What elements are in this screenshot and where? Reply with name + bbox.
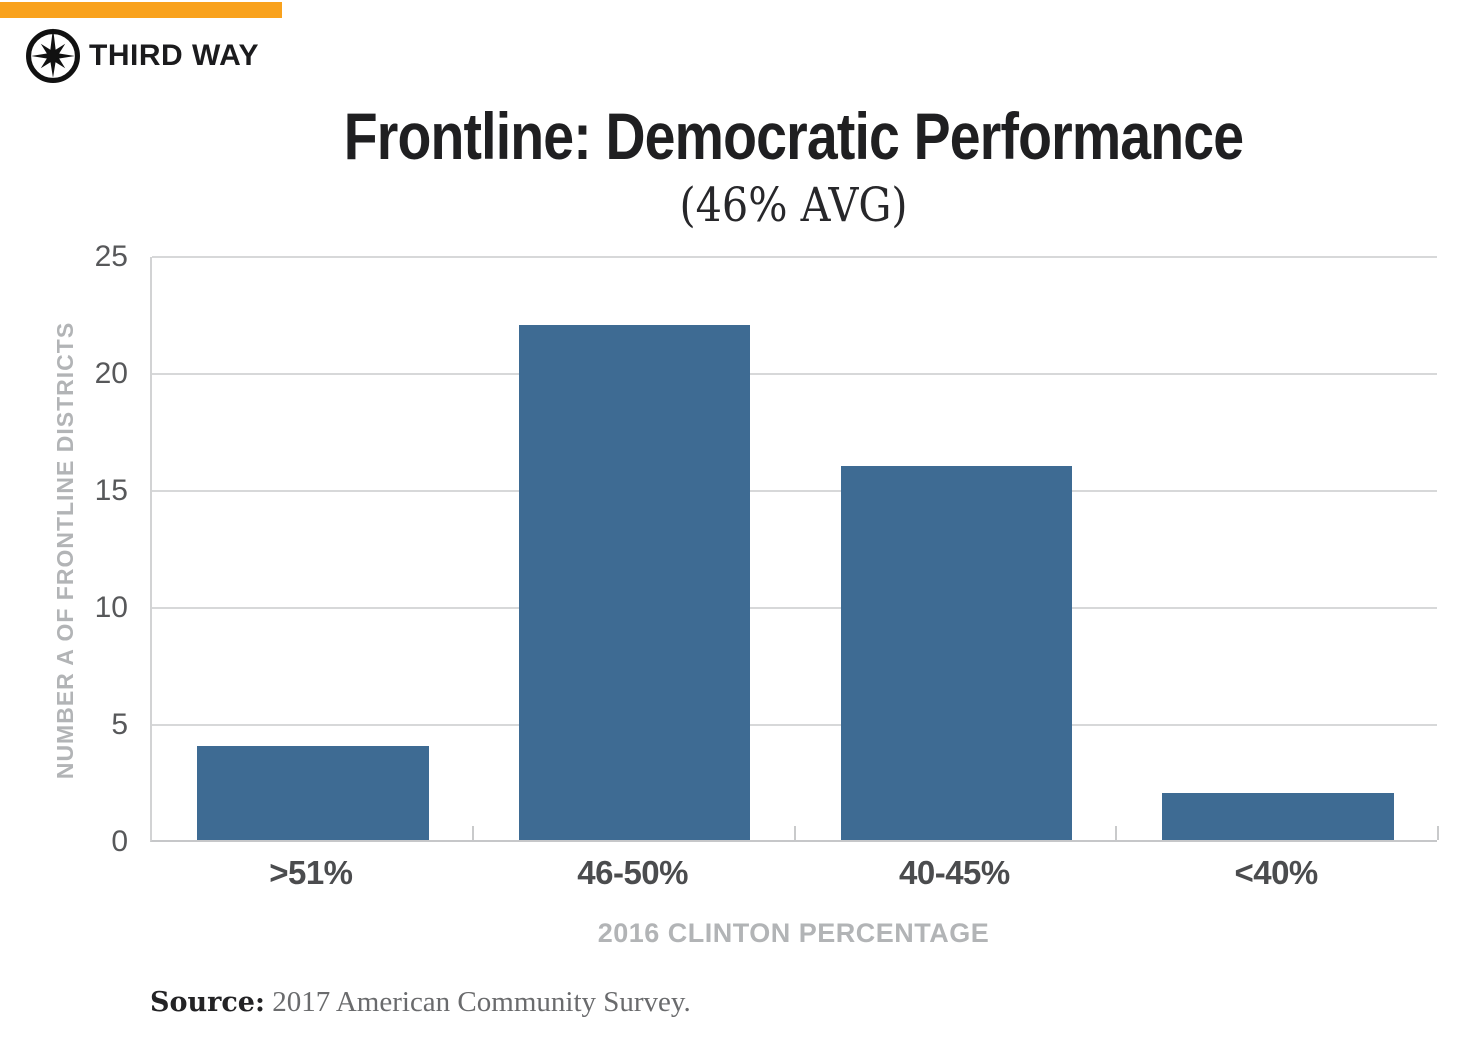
chart-subtitle: (46% AVG) (679, 178, 908, 233)
bar (197, 746, 429, 840)
x-tick-label: 46-50% (577, 854, 688, 891)
y-tick-label: 5 (111, 708, 128, 741)
x-tick-label: <40% (1234, 854, 1318, 891)
gridline (152, 607, 1437, 609)
brand-name: THIRD WAY (89, 39, 260, 72)
source-label: Source: (150, 987, 265, 1018)
category-boundary-tick (793, 826, 796, 840)
bar (1162, 793, 1394, 840)
y-axis-ticks: 0 5 10 15 20 25 (50, 241, 128, 858)
x-axis-title: 2016 CLINTON PERCENTAGE (597, 918, 990, 948)
chart-title: Frontline: Democratic Performance (343, 99, 1244, 173)
brand-accent-bar (0, 2, 282, 18)
category-boundary-tick (1115, 826, 1118, 840)
x-tick-label: >51% (269, 854, 353, 891)
bar (840, 465, 1073, 840)
y-tick-label: 10 (94, 591, 128, 624)
compass-icon (26, 28, 80, 83)
gridline (152, 724, 1437, 726)
y-tick-label: 20 (94, 357, 128, 390)
source-note: Source: 2017 American Community Survey. (150, 986, 691, 1019)
y-tick-label: 15 (94, 474, 128, 507)
title-block: Frontline: Democratic Performance (46% A… (150, 98, 1437, 233)
bar (518, 325, 751, 840)
plot-area (150, 256, 1439, 842)
x-axis-labels: >51% 46-50% 40-45% <40% (150, 854, 1437, 898)
gridline (152, 490, 1437, 492)
y-tick-label: 0 (111, 825, 128, 858)
brand-logo: THIRD WAY (25, 28, 259, 84)
source-text: 2017 American Community Survey. (272, 986, 691, 1018)
category-boundary-tick (471, 826, 474, 840)
category-boundary-tick (1437, 826, 1439, 840)
gridline (152, 256, 1437, 258)
x-tick-label: 40-45% (899, 854, 1010, 891)
gridline (152, 373, 1437, 375)
y-tick-label: 25 (94, 240, 128, 273)
